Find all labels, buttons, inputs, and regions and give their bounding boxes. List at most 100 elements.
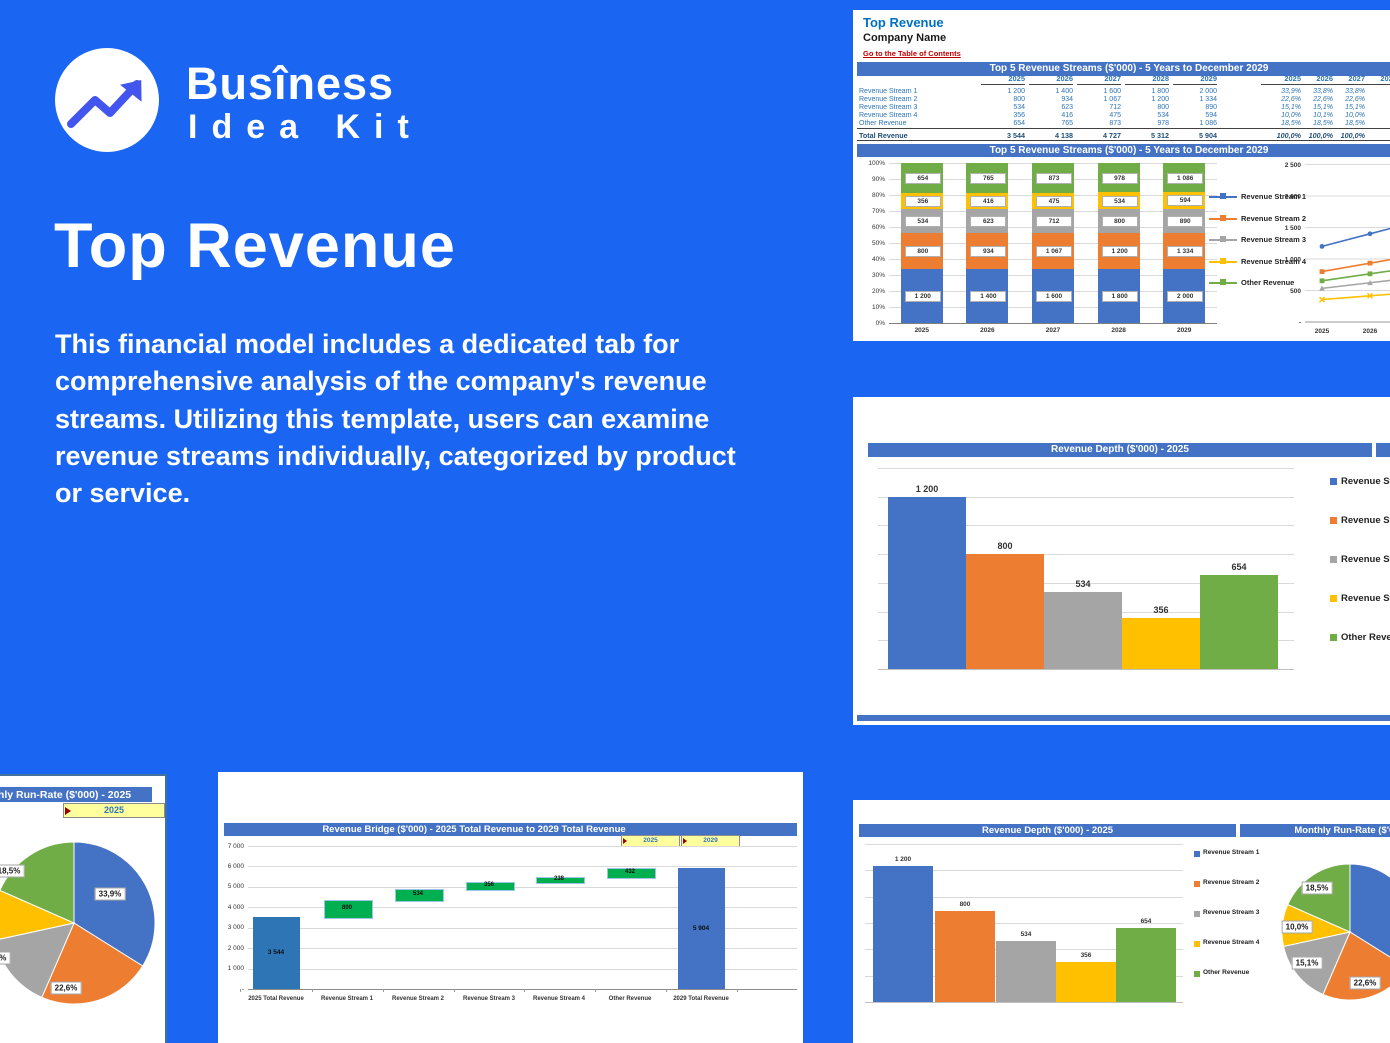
legend-label: Revenue Stream 4 — [1241, 256, 1307, 266]
gridline — [248, 846, 797, 847]
pie-slice-label: 22,6% — [1349, 976, 1381, 990]
runrate2-title: Monthly Run-Rate ($'000) - 2025 — [1294, 825, 1390, 836]
segment-label: 890 — [1167, 215, 1204, 227]
legend-label: Revenue Stream 2 — [1341, 514, 1390, 526]
cell-value: 1 400 — [1055, 88, 1073, 95]
hero-description: This financial model includes a dedicate… — [55, 329, 736, 508]
pie-slice-label: 22,6% — [50, 981, 82, 995]
x-tick-label: Other Revenue — [608, 996, 652, 1002]
bar — [1056, 961, 1116, 1002]
legend-label: Revenue Stream 4 — [1203, 939, 1260, 946]
row-label: Other Revenue — [859, 120, 907, 128]
stacked-bar-chart: 100% 90% 80% 70% 60% 50% 40% 30% 20% 10% 0% 1 200 80… — [853, 158, 1253, 341]
cell-value: 654 — [1013, 120, 1025, 128]
cell-pct: 10,0% — [1345, 112, 1365, 120]
y-tick-label: 30% — [871, 271, 885, 279]
cell-value: 594 — [1205, 112, 1217, 120]
gridline — [865, 844, 1183, 845]
total-pct: 100,0% — [1276, 130, 1301, 140]
dropdown-marker-icon — [683, 838, 687, 844]
bridge-titlebar: Revenue Bridge ($'000) - 2025 Total Reve… — [224, 823, 797, 836]
waterfall-value-label: 5 904 — [692, 925, 710, 933]
cell-value: 475 — [1109, 112, 1121, 120]
waterfall-value-label: 3 544 — [267, 949, 285, 957]
svg-text:2026: 2026 — [1363, 328, 1378, 335]
y-tick-label: 7 000 — [227, 842, 244, 850]
gridline — [878, 582, 1294, 584]
sheet-title: Top Revenue — [863, 15, 944, 30]
pie-slice — [0, 922, 75, 998]
y-tick-label: 80% — [871, 191, 885, 199]
legend-label: Revenue Stream 4 — [1341, 593, 1390, 604]
segment-label: 2 000 — [1167, 290, 1204, 302]
pie-slice — [0, 889, 76, 940]
waterfall-bar — [677, 868, 725, 989]
legend-marker — [1330, 595, 1337, 602]
row-label: Revenue Stream 2 — [859, 96, 918, 104]
segment-label: 356 — [904, 195, 941, 207]
brand-name-line2: Idea Kit — [188, 108, 423, 146]
table-section-titlebar: Top 5 Revenue Streams ($'000) - 5 Years … — [857, 62, 1390, 76]
depth-titlebar: Revenue Depth ($'000) - 2025 — [868, 443, 1372, 457]
legend-label: Revenue Stream 2 — [1241, 213, 1307, 223]
company-name: Company Name — [863, 32, 947, 44]
bar-value-label: 356 — [1080, 951, 1092, 959]
legend-marker — [1194, 851, 1200, 857]
monthly-runrate-panel: Monthly Run-Rate ($'000) - 2025 2025 33,… — [0, 774, 167, 1043]
cell-value: 890 — [1205, 104, 1217, 112]
bar — [1116, 927, 1176, 1002]
depth2-chart-legend: Revenue Stream 1 Revenue Stream 2 Revenue … — [853, 800, 1273, 1043]
y-tick-label: 4 000 — [227, 903, 244, 911]
gridline — [865, 923, 1183, 924]
segment-label: 712 — [1036, 215, 1072, 227]
cell-pct: 15,1% — [1281, 104, 1301, 112]
depth-title: Revenue Depth ($'000) - 2025 — [1051, 444, 1189, 455]
depth2-bar-chart: 1 200 800 534 356 654 — [853, 800, 1193, 1043]
year-dropdown[interactable]: 2025 — [63, 803, 165, 818]
table-rule — [857, 128, 1390, 129]
segment-label: 1 200 — [904, 290, 941, 302]
runrate-pie-chart — [0, 841, 156, 1005]
revenue-depth-panel: Revenue Depth ($'000) - 2025 1 200 800 534… — [853, 397, 1390, 725]
pie-slice — [73, 841, 156, 967]
runrate-titlebar: Monthly Run-Rate ($'000) - 2025 — [0, 787, 152, 802]
waterfall-bar — [535, 877, 585, 885]
logo — [55, 48, 159, 152]
bar — [1044, 592, 1122, 669]
gridline — [878, 554, 1294, 556]
bar — [935, 911, 995, 1002]
cell-value: 1 086 — [1199, 120, 1217, 128]
cell-value: 765 — [1061, 120, 1073, 128]
waterfall-value-label: 356 — [483, 882, 494, 889]
y-tick-label: 10% — [871, 303, 885, 311]
x-tick-label: 2025 Total Revenue — [248, 996, 304, 1002]
gridline — [878, 468, 1294, 469]
legend-marker — [1194, 941, 1200, 947]
y-tick-label: 50% — [871, 239, 885, 247]
bridge-year-start-value: 2025 — [643, 837, 658, 844]
legend-marker — [1194, 911, 1200, 917]
table-of-contents-link[interactable]: Go to the Table of Contents — [863, 49, 961, 58]
cell-value: 1 600 — [1103, 88, 1121, 95]
cell-value: 1 067 — [1103, 96, 1121, 104]
top-revenue-sheet-panel: Top Revenue Company Name Go to the Table… — [853, 10, 1390, 341]
table-section-title: Top 5 Revenue Streams ($'000) - 5 Years … — [989, 63, 1269, 74]
segment-label: 800 — [1101, 215, 1138, 227]
segment-label: 1 067 — [1036, 245, 1072, 257]
segment-label: 1 086 — [1167, 172, 1204, 184]
legend-label: Other Revenue — [1341, 632, 1390, 643]
svg-text:2 500: 2 500 — [1285, 162, 1302, 169]
waterfall-value-label: 432 — [624, 869, 635, 876]
year-header: 2029 — [1173, 74, 1217, 85]
cell-pct: 22,6% — [1345, 96, 1365, 104]
gridline — [248, 989, 797, 990]
gridline — [248, 866, 797, 868]
bar-value-label: 654 — [1231, 562, 1247, 573]
cell-value: 978 — [1157, 120, 1169, 128]
y-tick-label: 2 000 — [227, 944, 244, 952]
runrate2-titlebar: Monthly Run-Rate ($'000) - 2025 — [1240, 824, 1390, 837]
gridline — [248, 907, 797, 909]
y-tick-label: 1 000 — [227, 965, 244, 973]
svg-text:1 500: 1 500 — [1285, 225, 1302, 232]
y-tick-label: 6 000 — [227, 862, 244, 870]
